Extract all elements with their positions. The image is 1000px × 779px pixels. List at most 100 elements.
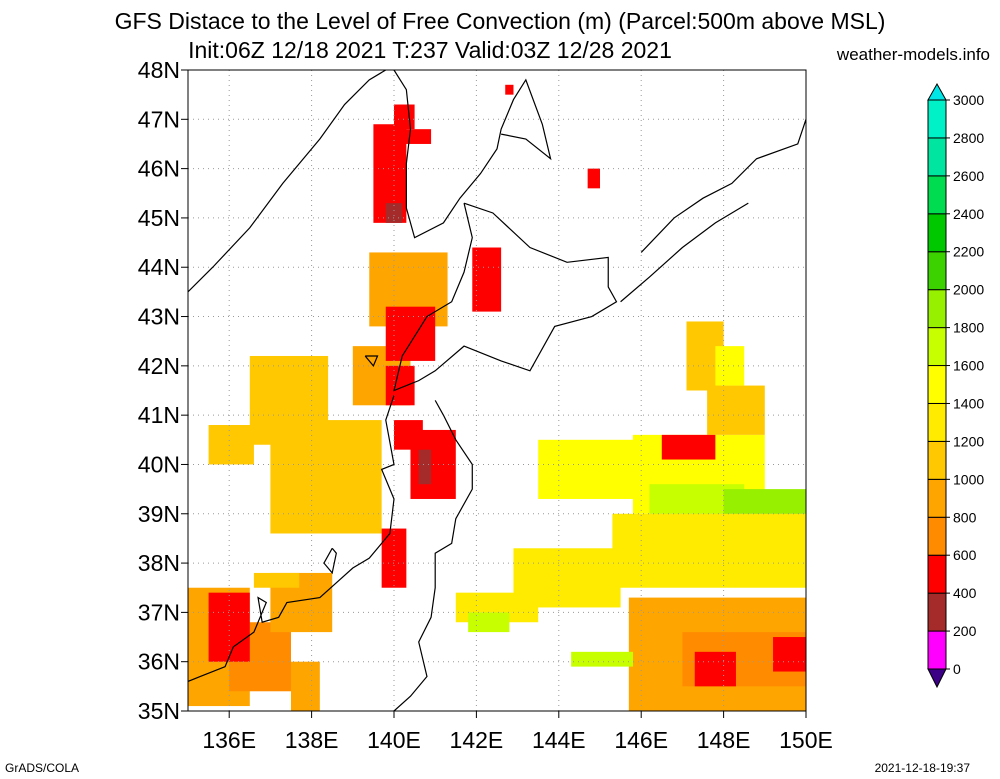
colorbar-band — [927, 402, 947, 442]
colorbar-label: 1800 — [953, 320, 984, 336]
colorbar-band — [927, 592, 947, 632]
colorbar-band — [927, 99, 947, 139]
data-cell — [394, 104, 415, 130]
y-tick-label: 40N — [138, 451, 180, 477]
y-tick-label: 46N — [138, 156, 180, 182]
y-tick-label: 35N — [138, 698, 180, 724]
colorbar-label: 2200 — [953, 244, 984, 260]
data-cell — [538, 439, 650, 499]
y-tick-label: 42N — [138, 353, 180, 379]
colorbar-label: 3000 — [953, 92, 984, 108]
coastline — [188, 70, 387, 293]
data-cell — [773, 637, 806, 672]
colorbar-label: 2800 — [953, 130, 984, 146]
colorbar-band — [927, 327, 947, 367]
colorbar-label: 200 — [953, 623, 977, 639]
data-cell — [715, 346, 745, 386]
data-cell — [402, 129, 432, 144]
y-tick-label: 41N — [138, 402, 180, 428]
x-tick-label: 148E — [697, 727, 751, 753]
y-tick-label: 37N — [138, 599, 180, 625]
colorbar-band — [927, 365, 947, 404]
colorbar-label: 600 — [953, 547, 977, 563]
data-cell — [381, 528, 407, 588]
data-cell — [472, 247, 502, 312]
data-cell — [694, 651, 736, 687]
colorbar-band — [927, 251, 947, 291]
colorbar-label: 800 — [953, 509, 977, 525]
data-cell — [394, 420, 423, 450]
colorbar-label: 2600 — [953, 168, 984, 184]
y-tick-label: 38N — [138, 550, 180, 576]
colorbar-band — [927, 289, 947, 329]
coastline — [364, 355, 379, 367]
data-cell — [468, 612, 510, 633]
coastline — [393, 202, 618, 392]
coastline — [323, 547, 337, 575]
x-tick-label: 140E — [367, 727, 421, 753]
chart-subtitle: Init:06Z 12/18 2021 T:237 Valid:03Z 12/2… — [188, 37, 672, 63]
colorbar-band — [927, 213, 947, 253]
chart-title: GFS Distace to the Level of Free Convect… — [114, 8, 886, 34]
data-cell — [253, 572, 300, 588]
data-cell — [418, 449, 432, 485]
data-cell — [270, 420, 382, 534]
data-cell — [513, 548, 621, 608]
coastlines — [188, 70, 806, 711]
footer-credit: GrADS/COLA — [5, 761, 80, 775]
data-cell — [661, 434, 716, 460]
x-tick-label: 150E — [779, 727, 833, 753]
colorbar-arrow-bottom — [927, 668, 947, 689]
data-cell — [385, 203, 403, 223]
colorbar-band — [927, 516, 947, 556]
y-tick-label: 45N — [138, 205, 180, 231]
colorbar: 0 200 400 600 800 1000 1200 1400 1600 1800 2000 220… — [927, 82, 984, 689]
x-tick-label: 146E — [614, 727, 668, 753]
x-tick-label: 138E — [285, 727, 339, 753]
data-cell — [385, 365, 415, 406]
y-tick-label: 44N — [138, 254, 180, 280]
data-cell — [385, 306, 436, 361]
data-cell — [571, 651, 633, 667]
colorbar-label: 1600 — [953, 358, 984, 374]
colorbar-band — [927, 175, 947, 215]
y-tick-label: 48N — [138, 57, 180, 83]
coastline — [393, 400, 473, 711]
data-cell — [208, 425, 254, 465]
site-label: weather-models.info — [836, 45, 990, 64]
colorbar-band — [927, 440, 947, 480]
colorbar-band — [927, 478, 947, 518]
data-cell — [505, 84, 514, 95]
colorbar-label: 1000 — [953, 471, 984, 487]
plot-frame — [187, 69, 807, 712]
colorbar-band — [927, 137, 947, 177]
coastline — [620, 202, 749, 303]
x-tick-label: 136E — [202, 727, 256, 753]
colorbar-label: 0 — [953, 661, 961, 677]
y-tick-label: 47N — [138, 106, 180, 132]
colorbar-label: 1400 — [953, 395, 984, 411]
y-tick-label: 39N — [138, 501, 180, 527]
coastline — [393, 70, 552, 239]
x-tick-label: 142E — [450, 727, 504, 753]
colorbar-label: 2000 — [953, 282, 984, 298]
y-tick-label: 36N — [138, 649, 180, 675]
colorbar-label: 400 — [953, 585, 977, 601]
colorbar-label: 2400 — [953, 206, 984, 222]
y-axis: 35N 36N 37N 38N 39N 40N 41N 42N 43N 44N 45N 46N 47N 4… — [138, 57, 188, 724]
x-tick-label: 144E — [532, 727, 586, 753]
data-cell — [707, 385, 765, 435]
data-field — [188, 84, 806, 711]
data-cell — [587, 168, 600, 189]
colorbar-label: 1200 — [953, 433, 984, 449]
colorbar-band — [927, 554, 947, 594]
data-cell — [291, 661, 320, 711]
colorbar-arrow-top — [927, 82, 947, 101]
data-cell — [612, 513, 806, 588]
coastline — [640, 119, 806, 253]
footer-timestamp: 2021-12-18-19:37 — [874, 761, 970, 775]
coastline — [188, 395, 395, 682]
x-axis: 136E 138E 140E 142E 144E 146E 148E 150E — [202, 711, 833, 753]
data-cell — [208, 592, 250, 662]
